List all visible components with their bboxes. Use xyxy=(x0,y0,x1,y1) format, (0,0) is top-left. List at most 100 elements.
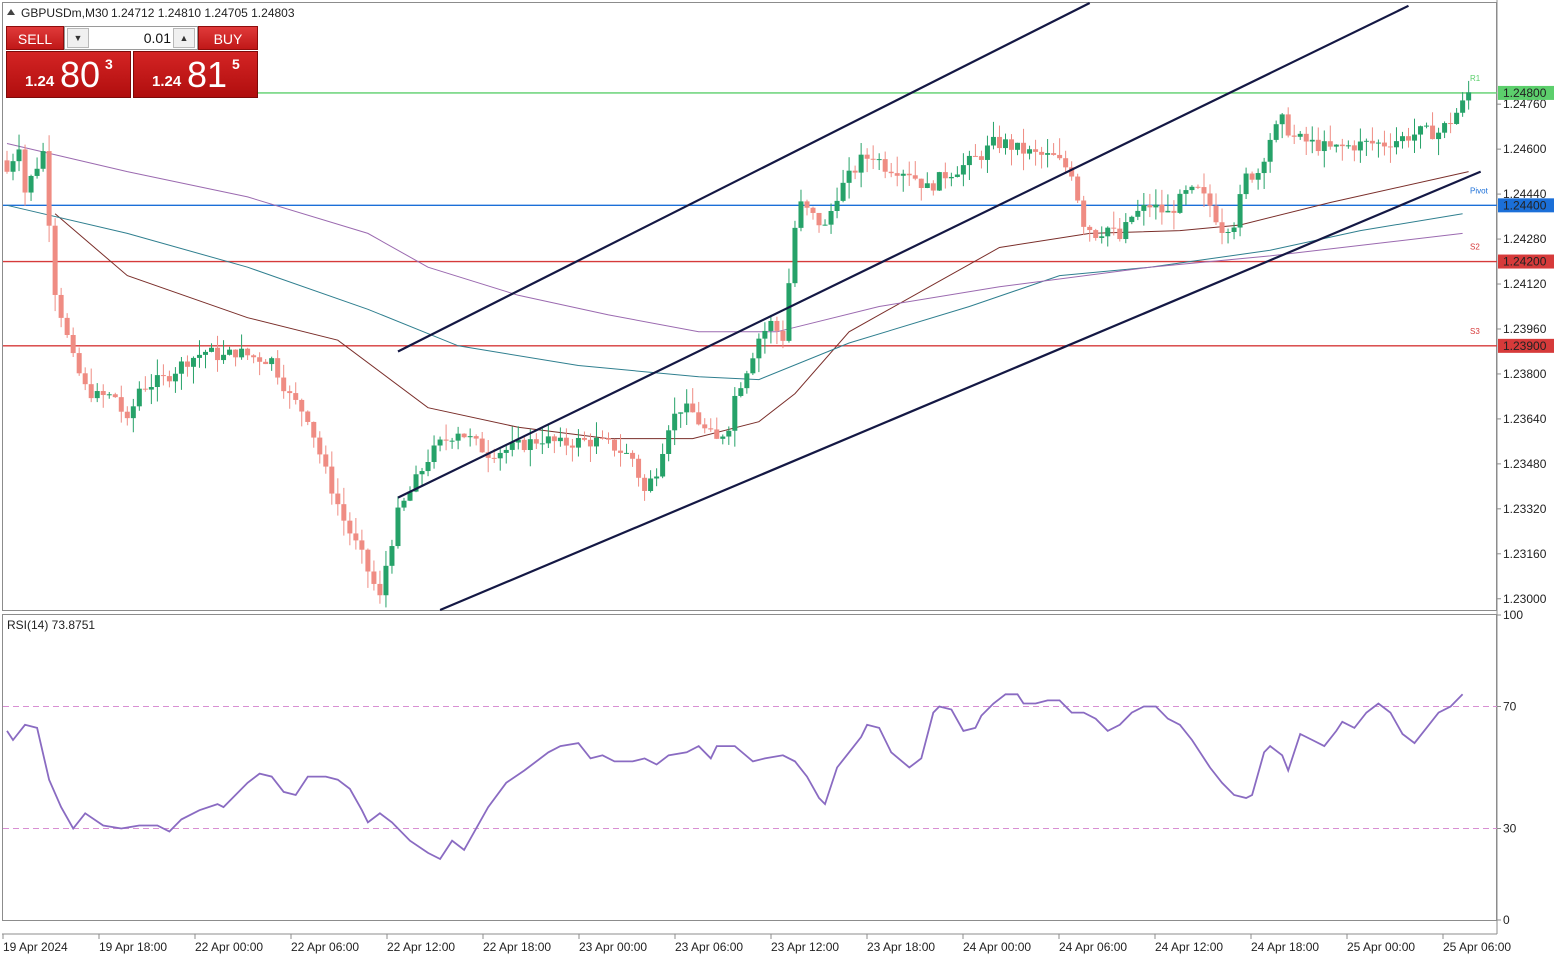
channel-lines[interactable] xyxy=(397,2,1482,612)
candle-body xyxy=(275,358,281,378)
candle-body xyxy=(1430,125,1436,140)
candle-body xyxy=(1153,204,1159,208)
candle-body xyxy=(726,430,732,437)
candle-body xyxy=(1165,210,1171,213)
candle-body xyxy=(1237,194,1243,228)
candle-body xyxy=(1405,136,1411,141)
candle-body xyxy=(443,439,449,441)
candle-body xyxy=(545,436,551,444)
candle-body xyxy=(94,391,100,399)
buy-price-box[interactable]: 1.24 81 5 xyxy=(133,51,258,98)
candle-body xyxy=(371,571,377,584)
buy-price-big: 81 xyxy=(187,54,228,95)
candle-body xyxy=(341,504,347,521)
price-level-name: S2 xyxy=(1470,243,1480,252)
moving-average-line xyxy=(6,204,1463,381)
candle-body xyxy=(389,546,395,566)
candle-body xyxy=(1135,210,1141,217)
candle-body xyxy=(1002,139,1008,149)
candle-body xyxy=(1339,144,1345,147)
channel-trendline[interactable] xyxy=(439,170,1482,612)
candle-body xyxy=(431,445,437,463)
candle-body xyxy=(1303,133,1309,142)
rsi-title: RSI(14) 73.8751 xyxy=(7,618,95,632)
price-tick-label: 1.23960 xyxy=(1503,322,1547,336)
candle-body xyxy=(942,172,948,179)
candle-body xyxy=(1009,139,1015,150)
candle-body xyxy=(239,348,245,358)
candle-body xyxy=(822,224,828,226)
candle-body xyxy=(966,155,972,166)
candle-body xyxy=(221,354,227,361)
candle-body xyxy=(1412,134,1418,141)
candle-body xyxy=(293,393,299,400)
candle-body xyxy=(1171,210,1177,213)
candle-body xyxy=(978,156,984,160)
candle-body xyxy=(792,227,798,284)
candle-body xyxy=(1369,140,1375,144)
candle-body xyxy=(455,433,461,441)
candle-body xyxy=(954,174,960,177)
candle-body xyxy=(1448,123,1454,125)
candle-body xyxy=(1436,132,1442,140)
candle-body xyxy=(684,403,690,413)
sell-button[interactable]: SELL xyxy=(6,26,64,50)
candle-body xyxy=(738,388,744,396)
candle-body xyxy=(1381,142,1387,147)
candle-body xyxy=(497,452,503,459)
sell-price-box[interactable]: 1.24 80 3 xyxy=(6,51,131,98)
candle-body xyxy=(762,330,768,339)
candle-body xyxy=(1207,193,1213,206)
candle-body xyxy=(401,500,407,508)
candle-body xyxy=(1147,205,1153,208)
time-tick-label: 23 Apr 12:00 xyxy=(771,940,839,954)
rsi-indicator xyxy=(3,693,1497,861)
candle-body xyxy=(437,439,443,446)
candle-body xyxy=(702,424,708,429)
symbol-triangle-icon[interactable] xyxy=(7,9,15,15)
candle-body xyxy=(672,413,678,431)
candle-body xyxy=(1321,141,1327,152)
candle-body xyxy=(612,439,618,451)
candle-body xyxy=(587,439,593,447)
candle-body xyxy=(642,477,648,491)
lot-size-box: ▼ ▲ xyxy=(64,26,198,50)
candle-body xyxy=(58,294,64,318)
price-tick-label: 1.23800 xyxy=(1503,367,1547,381)
candle-body xyxy=(930,183,936,191)
candle-body xyxy=(1063,158,1069,168)
time-tick-label: 24 Apr 18:00 xyxy=(1251,940,1319,954)
time-tick-label: 25 Apr 00:00 xyxy=(1347,940,1415,954)
time-tick-label: 22 Apr 06:00 xyxy=(291,940,359,954)
candle-body xyxy=(190,357,196,367)
candle-body xyxy=(1399,136,1405,142)
candle-body xyxy=(263,361,269,365)
candle-body xyxy=(720,436,726,439)
candle-body xyxy=(347,520,353,534)
candle-body xyxy=(551,436,557,442)
candle-body xyxy=(485,452,491,458)
price-tick-label: 1.24760 xyxy=(1503,97,1547,111)
buy-button[interactable]: BUY xyxy=(198,26,258,50)
candle-body xyxy=(112,394,118,398)
lot-size-input[interactable] xyxy=(91,28,173,48)
candle-body xyxy=(714,429,720,439)
candle-body xyxy=(696,412,702,425)
candle-body xyxy=(732,395,738,431)
candle-body xyxy=(1219,222,1225,233)
candle-body xyxy=(365,549,371,572)
lot-increase-icon[interactable]: ▲ xyxy=(173,28,195,48)
candle-body xyxy=(10,161,16,172)
price-level-tag xyxy=(1498,85,1554,100)
candle-body xyxy=(756,338,762,359)
candle-body xyxy=(1129,216,1135,223)
candle-body xyxy=(1231,227,1237,232)
lot-decrease-icon[interactable]: ▼ xyxy=(67,28,89,48)
candle-body xyxy=(1087,226,1093,231)
candle-body xyxy=(16,149,22,162)
channel-trendline[interactable] xyxy=(397,2,1091,353)
candle-body xyxy=(359,540,365,550)
candle-body xyxy=(184,361,190,367)
time-tick-label: 22 Apr 00:00 xyxy=(195,940,263,954)
channel-trendline[interactable] xyxy=(397,4,1409,499)
